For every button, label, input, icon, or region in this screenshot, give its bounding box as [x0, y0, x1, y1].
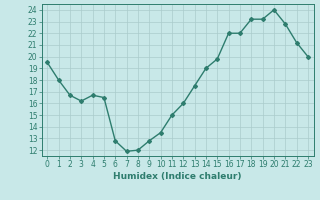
X-axis label: Humidex (Indice chaleur): Humidex (Indice chaleur) [113, 172, 242, 181]
